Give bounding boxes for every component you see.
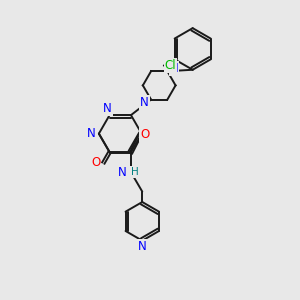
Text: O: O bbox=[140, 128, 149, 141]
Text: N: N bbox=[169, 62, 178, 75]
Text: Cl: Cl bbox=[164, 59, 176, 72]
Text: N: N bbox=[87, 127, 96, 140]
Text: H: H bbox=[131, 167, 139, 177]
Text: N: N bbox=[138, 239, 147, 253]
Text: O: O bbox=[91, 157, 101, 169]
Text: N: N bbox=[103, 102, 112, 115]
Text: N: N bbox=[118, 166, 127, 179]
Text: N: N bbox=[140, 96, 149, 109]
